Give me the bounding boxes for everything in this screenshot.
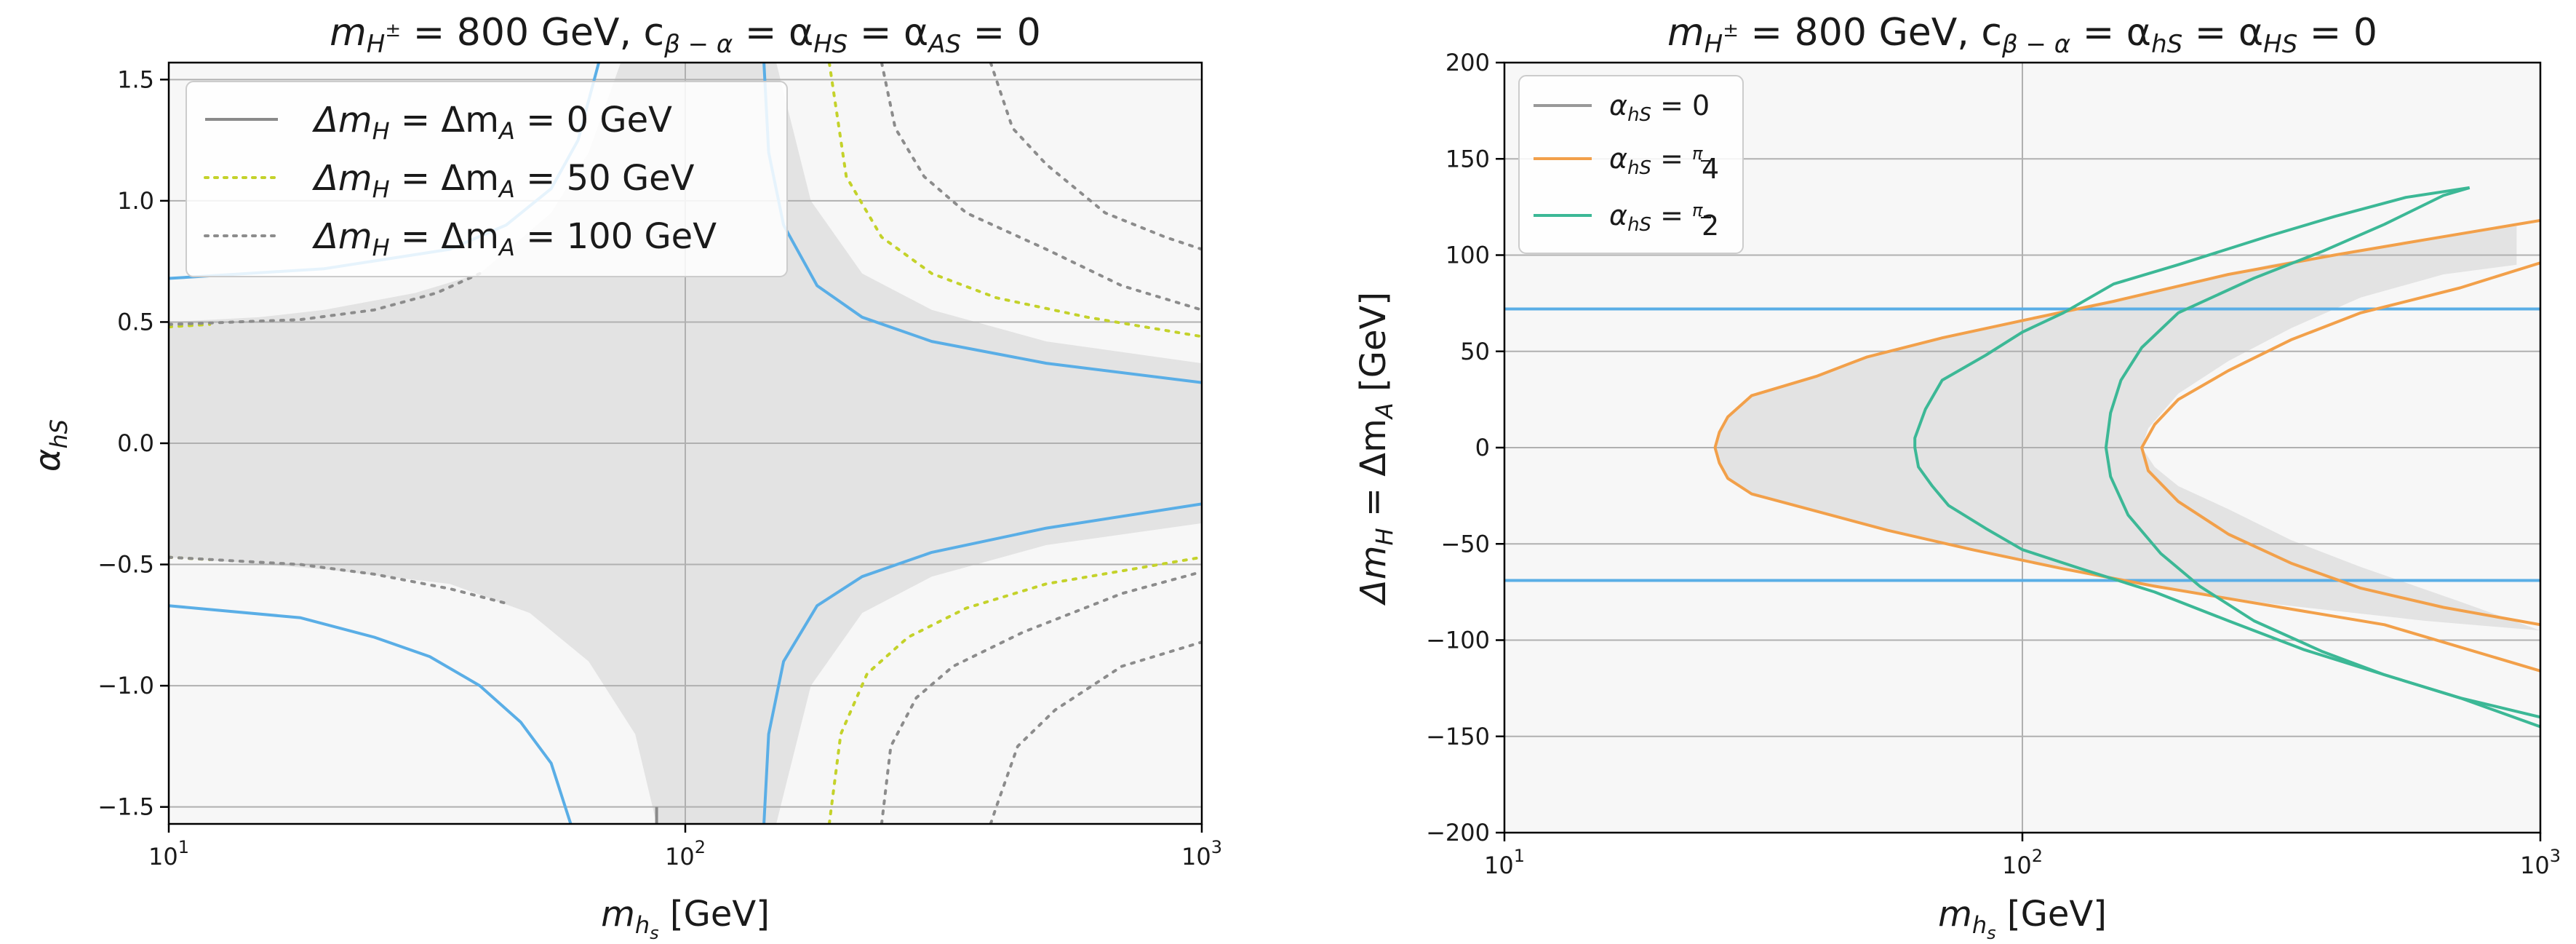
right-y-tick-label: 100 xyxy=(1445,242,1490,269)
left-x-tick-label: 101 xyxy=(148,837,189,870)
left-series-6 xyxy=(827,63,1202,338)
right-legend: αhS = 0 αhS = π 4 αhS = π 2 xyxy=(1518,75,1744,254)
right-x-axis-label: mhs [GeV] xyxy=(1938,894,2107,943)
left-legend-item-2: ΔmH = ΔmA = 100 GeV xyxy=(204,216,717,261)
right-x-tick-label: 103 xyxy=(2520,846,2561,879)
left-series-8 xyxy=(169,271,482,326)
left-legend-box xyxy=(186,81,788,277)
left-legend-item-1: ΔmH = ΔmA = 50 GeV xyxy=(204,158,695,203)
left-series-1 xyxy=(169,604,573,824)
left-legend: ΔmH = ΔmA = 0 GeV ΔmH = ΔmA = 50 GeV ΔmH… xyxy=(186,81,788,277)
left-series-3 xyxy=(762,502,1202,824)
right-series-2 xyxy=(1913,186,2540,729)
left-series-4 xyxy=(169,322,212,329)
right-series-0 xyxy=(1713,218,2540,673)
right-y-tick-label: 0 xyxy=(1475,434,1490,461)
right-y-tick-label: 150 xyxy=(1445,145,1490,172)
right-legend-item-1: αhS = π 4 xyxy=(1534,143,1719,185)
left-series-9 xyxy=(169,555,508,605)
svg-text:4: 4 xyxy=(1702,153,1719,185)
right-shaded-allowed-region xyxy=(1715,226,2540,631)
left-y-tick-label: 1.0 xyxy=(117,187,154,215)
left-y-axis-label: αhS xyxy=(28,419,73,472)
left-y-tick-label: 1.5 xyxy=(117,66,154,93)
left-legend-item-0: ΔmH = ΔmA = 0 GeV xyxy=(205,100,672,145)
right-y-tick-label: −50 xyxy=(1440,530,1490,558)
left-y-tick-label: −0.5 xyxy=(97,551,154,579)
right-y-tick-label: 200 xyxy=(1445,49,1490,76)
svg-text:αhS = π: αhS = π xyxy=(1609,143,1703,179)
right-y-tick-label: −150 xyxy=(1426,723,1490,750)
right-series-1 xyxy=(2140,261,2540,627)
left-x-tick-label: 102 xyxy=(665,837,706,870)
left-y-tick-label: −1.0 xyxy=(97,672,154,699)
left-series-10 xyxy=(880,63,1202,312)
left-x-axis-label: mhs [GeV] xyxy=(601,894,770,943)
right-x-tick-label: 101 xyxy=(1484,846,1525,879)
svg-text:ΔmH = ΔmA = 50 GeV: ΔmH = ΔmA = 50 GeV xyxy=(311,158,695,203)
right-y-tick-label: 50 xyxy=(1460,338,1490,365)
left-x-tick-label: 103 xyxy=(1181,837,1222,870)
svg-text:αhS = 0: αhS = 0 xyxy=(1609,90,1710,126)
left-y-tick-label: −1.5 xyxy=(97,793,154,821)
svg-text:2: 2 xyxy=(1702,210,1719,242)
right-chart-title: mH± = 800 GeV, cβ − α = αhS = αHS = 0 xyxy=(1667,11,2377,59)
left-chart-title: mH± = 800 GeV, cβ − α = αHS = αAS = 0 xyxy=(330,11,1041,59)
right-chart: mH± = 800 GeV, cβ − α = αhS = αHS = 0 10… xyxy=(1353,11,2561,943)
right-legend-item-2: αhS = π 2 xyxy=(1534,199,1719,242)
right-y-axis-label: ΔmH = ΔmA [GeV] xyxy=(1353,292,1398,606)
right-y-tick-label: −200 xyxy=(1426,819,1490,846)
right-x-tick-label: 102 xyxy=(2002,846,2043,879)
right-legend-item-0: αhS = 0 xyxy=(1534,90,1710,126)
left-series-13 xyxy=(989,640,1202,824)
left-series-7 xyxy=(827,555,1202,824)
svg-text:αhS = π: αhS = π xyxy=(1609,199,1703,236)
left-chart: mH± = 800 GeV, cβ − α = αHS = αAS = 0 10… xyxy=(28,11,1222,943)
left-y-tick-label: 0.5 xyxy=(117,308,154,336)
right-y-tick-label: −100 xyxy=(1426,627,1490,654)
right-legend-box xyxy=(1518,75,1744,254)
svg-text:ΔmH = ΔmA = 100 GeV: ΔmH = ΔmA = 100 GeV xyxy=(311,216,717,261)
left-y-tick-label: 0.0 xyxy=(117,429,154,457)
right-series-3 xyxy=(2104,186,2540,719)
svg-text:ΔmH = ΔmA = 0 GeV: ΔmH = ΔmA = 0 GeV xyxy=(311,100,672,145)
